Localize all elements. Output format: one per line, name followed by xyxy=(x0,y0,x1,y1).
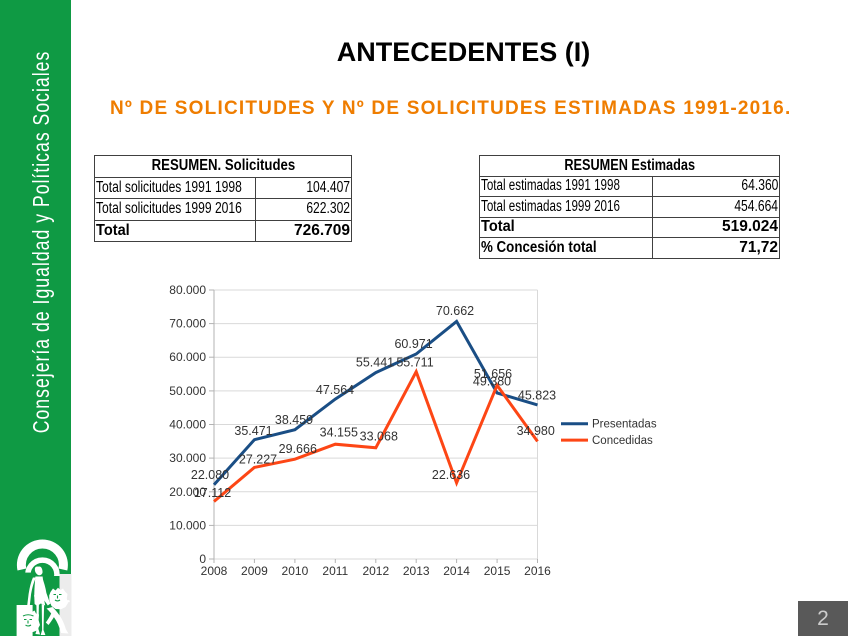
svg-text:2010: 2010 xyxy=(282,564,309,578)
svg-text:Concedidas: Concedidas xyxy=(592,435,653,447)
svg-text:20.000: 20.000 xyxy=(169,485,206,499)
svg-text:2008: 2008 xyxy=(201,564,228,578)
svg-text:49.380: 49.380 xyxy=(473,374,511,388)
svg-text:35.471: 35.471 xyxy=(234,424,272,438)
svg-text:17.112: 17.112 xyxy=(194,486,231,500)
svg-text:45.823: 45.823 xyxy=(518,389,556,403)
svg-text:2013: 2013 xyxy=(403,564,430,578)
svg-text:50.000: 50.000 xyxy=(169,384,206,398)
svg-text:70.000: 70.000 xyxy=(169,317,206,331)
svg-text:22.080: 22.080 xyxy=(191,468,229,482)
svg-text:55.711: 55.711 xyxy=(396,356,433,370)
svg-text:27.227: 27.227 xyxy=(239,453,277,467)
svg-text:2016: 2016 xyxy=(524,564,551,578)
svg-text:47.564: 47.564 xyxy=(316,383,354,397)
svg-text:30.000: 30.000 xyxy=(169,451,206,465)
svg-text:34.980: 34.980 xyxy=(517,424,555,438)
svg-text:60.000: 60.000 xyxy=(169,350,206,364)
svg-text:55.441: 55.441 xyxy=(356,356,394,370)
svg-text:22.636: 22.636 xyxy=(432,468,470,482)
svg-text:80.000: 80.000 xyxy=(169,283,206,297)
svg-text:2009: 2009 xyxy=(241,564,268,578)
svg-text:2014: 2014 xyxy=(443,564,470,578)
svg-text:33.068: 33.068 xyxy=(360,429,398,443)
svg-text:34.155: 34.155 xyxy=(320,426,358,440)
svg-text:2011: 2011 xyxy=(322,564,348,578)
svg-text:51.656: 51.656 xyxy=(474,367,512,381)
svg-text:10.000: 10.000 xyxy=(169,518,206,532)
svg-text:0: 0 xyxy=(199,552,206,566)
svg-text:Presentadas: Presentadas xyxy=(592,419,657,431)
svg-text:2012: 2012 xyxy=(362,564,389,578)
svg-text:40.000: 40.000 xyxy=(169,418,206,432)
svg-text:60.971: 60.971 xyxy=(394,337,432,351)
svg-text:38.459: 38.459 xyxy=(275,413,313,427)
svg-text:70.662: 70.662 xyxy=(436,304,474,318)
svg-text:2015: 2015 xyxy=(484,564,511,578)
svg-text:29.666: 29.666 xyxy=(279,442,317,456)
